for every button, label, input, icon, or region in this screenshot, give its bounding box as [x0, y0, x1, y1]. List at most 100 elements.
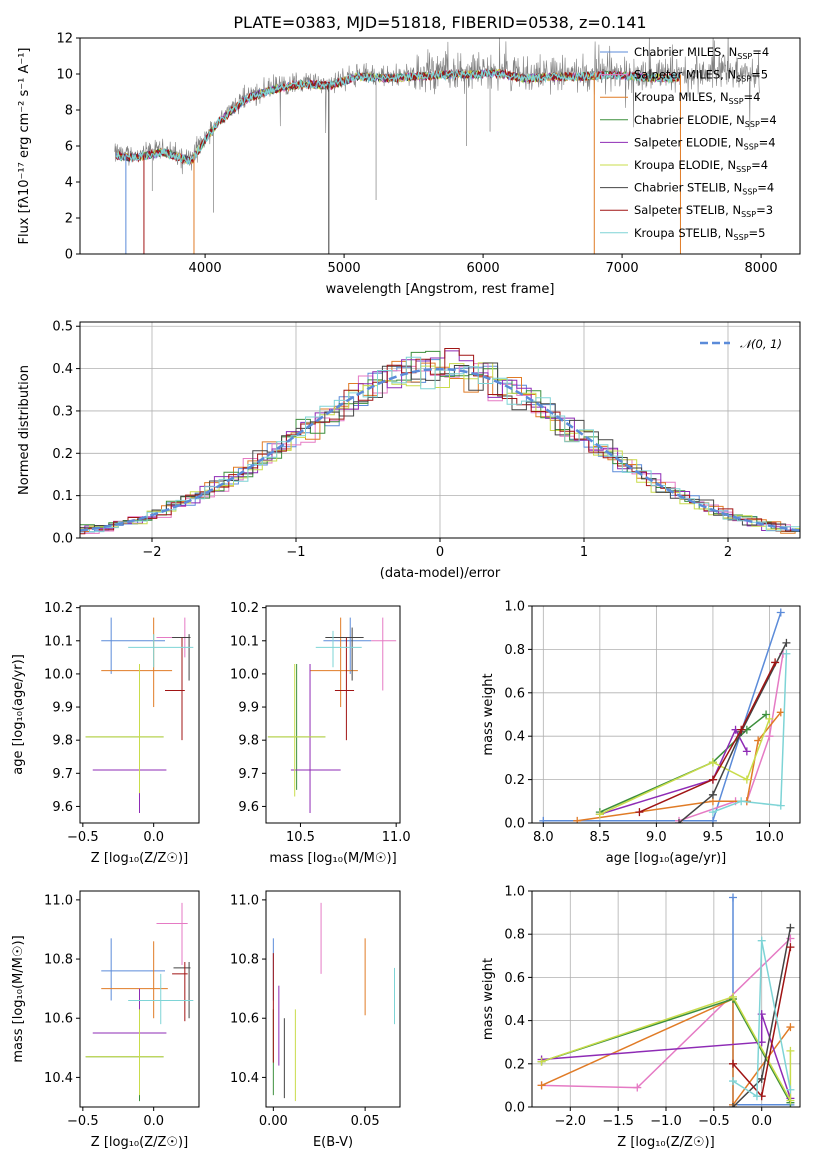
legend-label-gaussian: 𝒩(0, 1): [740, 337, 782, 351]
legend-label-subscript: SSP: [737, 52, 752, 61]
x-tick-label: −0.5: [67, 1114, 99, 1129]
y-axis-label: Flux [fλ10⁻¹⁷ erg cm⁻² s⁻¹ A⁻¹]: [17, 48, 32, 245]
y-tick-label: 0.3: [52, 404, 73, 419]
marker-salpeter-stelib: [708, 775, 717, 784]
marker-chabrier-miles: [539, 816, 548, 823]
series-line-salpeter-elodie: [599, 727, 748, 816]
x-tick-label: −2: [142, 545, 161, 560]
marker-kroupa-stelib: [782, 649, 791, 658]
legend-label-count: =4: [757, 181, 774, 195]
series-line-kroupa-elodie: [599, 718, 771, 815]
legend-label-subscript: SSP: [729, 97, 744, 106]
x-tick-label: 10.0: [755, 830, 784, 845]
x-tick-label: −1: [286, 545, 305, 560]
marker-kroupa-stelib: [757, 936, 766, 945]
legend-label-count: =5: [749, 226, 766, 240]
legend-label-subscript: SSP: [741, 210, 756, 219]
legend-label-count: =4: [744, 90, 761, 104]
y-tick-label: 10.6: [230, 1012, 259, 1027]
legend-label-subscript: SSP: [736, 165, 751, 174]
x-tick-label: 10.5: [286, 830, 315, 845]
series-line-kroupa-stelib: [732, 940, 792, 1098]
plot-area: [80, 348, 800, 536]
panel-residuals: −2 −1 0 1 2 0.0 0.1 0.2 0.3 0.4 0.5 (data-model)/er…: [17, 320, 801, 581]
plot-area: [85, 902, 194, 1102]
x-tick-label: −2.0: [554, 1114, 586, 1129]
legend-label-chabrier-miles: Chabrier MILES, NSSP=4: [634, 45, 769, 61]
x-tick-label: 8.5: [590, 830, 611, 845]
y-tick-label: 0.0: [504, 817, 525, 832]
plot-area: [537, 893, 795, 1107]
legend-label-kroupa-elodie: Kroupa ELODIE, NSSP=4: [634, 158, 768, 174]
marker-kroupa-elodie: [595, 810, 604, 819]
plot-frame: [79, 890, 200, 1108]
y-tick-label: 10: [56, 68, 73, 83]
y-axis-label: Normed distribution: [17, 365, 32, 495]
x-tick-label: 0: [436, 545, 444, 560]
marker-kroupa-miles: [786, 1023, 795, 1032]
y-tick-label: 10.1: [44, 634, 73, 649]
x-tick-label: 0.0: [143, 1114, 164, 1129]
gaussian-curve: [80, 367, 800, 532]
y-tick-label: 0.6: [504, 686, 525, 701]
y-tick-label: 0.4: [504, 730, 525, 745]
plot-area: [267, 617, 397, 814]
marker-kroupa-miles: [537, 1081, 546, 1090]
legend-label-text: Chabrier MILES, N: [634, 45, 737, 59]
marker-salpeter-stelib: [771, 658, 780, 667]
marker-kroupa-stelib: [708, 808, 717, 817]
legend-label-text: Kroupa ELODIE, N: [634, 158, 736, 172]
legend-label-kroupa-miles: Kroupa MILES, NSSP=4: [634, 90, 760, 106]
series-line-salpeter-stelib: [639, 662, 776, 813]
marker-kroupa-elodie: [786, 1096, 795, 1105]
panel-mass-vs-EBV: 0.00 0.05 10.4 10.6 10.8 11.0 E(B-V): [230, 890, 401, 1150]
y-tick-label: 9.7: [238, 767, 259, 782]
y-tick-label: 1.0: [504, 885, 525, 900]
marker-salpeter-stelib: [786, 943, 795, 952]
y-tick-label: 9.9: [52, 701, 73, 716]
marker-chabrier-stelib: [786, 923, 795, 932]
marker-chabrier-miles: [729, 893, 737, 902]
y-tick-label: 10.2: [44, 601, 73, 616]
y-tick-label: 10.8: [230, 953, 259, 968]
x-axis-label: wavelength [Angstrom, rest frame]: [326, 282, 555, 297]
x-tick-label: 0.05: [351, 1114, 380, 1129]
x-tick-label: 0.00: [259, 1114, 288, 1129]
plot-frame: [79, 321, 801, 539]
legend-label-text: Salpeter STELIB, N: [634, 203, 741, 217]
marker-kroupa-elodie: [729, 992, 737, 1001]
x-axis-label: E(B-V): [313, 1135, 353, 1150]
legend-label-text: Salpeter ELODIE, N: [634, 135, 744, 149]
legend-label-subscript: SSP: [744, 142, 759, 151]
series-line-kroupa-miles: [577, 711, 782, 822]
y-tick-label: 0.2: [504, 773, 525, 788]
plot-area: [114, 38, 760, 254]
y-tick-label: 10.8: [44, 953, 73, 968]
legend-label-count: =3: [756, 203, 773, 217]
x-tick-label: −1.5: [602, 1114, 634, 1129]
legend-label-subscript: SSP: [742, 188, 757, 197]
y-tick-label: 10.1: [230, 634, 259, 649]
marker-salpeter-miles: [633, 1083, 642, 1092]
panel-spectrum: 4000 5000 6000 7000 8000 0 2 4 6 8 10 12 wavelength …: [17, 32, 801, 297]
legend-label-salpeter-stelib: Salpeter STELIB, NSSP=3: [634, 203, 773, 219]
legend-label-salpeter-miles: Salpeter MILES, NSSP=5: [634, 68, 768, 84]
panel-massweight-vs-age: 8.0 8.5 9.0 9.5 10.0 0.0 0.2 0.4 0.6 0.8 1.0 age [l…: [481, 600, 801, 866]
y-tick-label: 0.2: [504, 1057, 525, 1072]
x-tick-label: 11.0: [382, 830, 411, 845]
model-line-kroupa-stelib: [115, 69, 681, 166]
marker-chabrier-stelib: [782, 638, 791, 647]
legend-label-chabrier-elodie: Chabrier ELODIE, NSSP=4: [634, 113, 777, 129]
series-line-chabrier-miles: [543, 612, 782, 822]
legend-label-count: =4: [752, 45, 769, 59]
plot-frame: [265, 890, 401, 1108]
marker-kroupa-elodie: [765, 714, 774, 723]
y-tick-label: 10.6: [44, 1012, 73, 1027]
x-axis-label: (data-model)/error: [380, 566, 501, 581]
plot-frame: [79, 37, 801, 255]
plot-area: [272, 902, 395, 1102]
marker-kroupa-elodie: [786, 1046, 795, 1055]
x-axis-label: mass [log₁₀(M/M☉)]: [269, 851, 396, 866]
marker-kroupa-stelib: [737, 797, 746, 806]
plot-area: [85, 617, 194, 814]
